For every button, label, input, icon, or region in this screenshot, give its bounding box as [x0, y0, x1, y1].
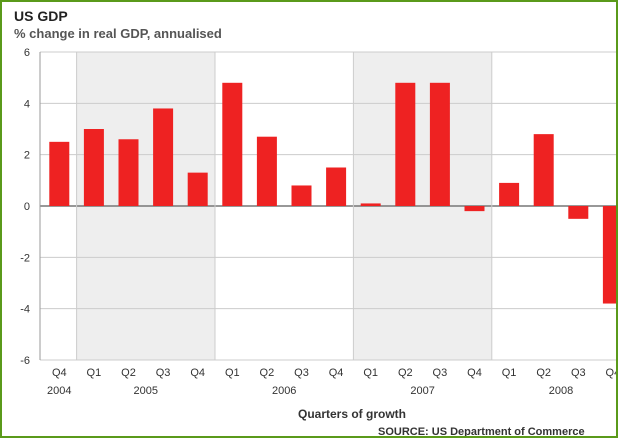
bar-1	[83, 129, 104, 206]
x-tick-label: Q1	[502, 367, 517, 379]
bar-12	[464, 206, 485, 212]
year-label: 2007	[410, 385, 434, 397]
x-tick-label: Q4	[467, 367, 482, 379]
bar-5	[222, 82, 243, 206]
x-tick-label: Q3	[156, 367, 171, 379]
x-tick-label: Q3	[294, 367, 309, 379]
year-label: 2008	[549, 385, 573, 397]
x-tick-label: Q4	[606, 367, 618, 379]
x-tick-label: Q4	[52, 367, 67, 379]
bar-13	[499, 182, 520, 206]
y-tick-label: 2	[24, 150, 30, 162]
x-tick-label: Q2	[121, 367, 136, 379]
chart-subtitle: % change in real GDP, annualised	[14, 26, 222, 41]
year-label: 2005	[134, 385, 158, 397]
bar-7	[291, 185, 312, 206]
y-tick-label: 0	[24, 201, 30, 213]
x-tick-label: Q1	[363, 367, 378, 379]
x-tick-label: Q3	[571, 367, 586, 379]
bar-6	[256, 136, 277, 206]
bar-15	[568, 206, 589, 219]
bar-4	[187, 172, 208, 206]
bar-0	[49, 141, 70, 206]
bar-3	[153, 108, 174, 206]
x-tick-label: Q3	[433, 367, 448, 379]
bar-11	[429, 82, 450, 206]
x-tick-label: Q2	[536, 367, 551, 379]
x-tick-label: Q2	[260, 367, 275, 379]
y-tick-label: -2	[20, 252, 30, 264]
chart-title: US GDP	[14, 8, 68, 24]
bar-16	[602, 206, 616, 304]
y-tick-label: 6	[24, 47, 30, 59]
bar-14	[533, 134, 554, 206]
source-note: SOURCE: US Department of Commerce	[378, 426, 585, 438]
x-tick-label: Q1	[225, 367, 240, 379]
bar-9	[360, 203, 381, 206]
bar-10	[395, 82, 416, 206]
bar-8	[326, 167, 347, 206]
x-axis-title: Quarters of growth	[298, 407, 406, 421]
x-tick-label: Q4	[190, 367, 205, 379]
bar-2	[118, 139, 139, 206]
x-tick-label: Q2	[398, 367, 413, 379]
x-tick-label: Q1	[87, 367, 102, 379]
year-label: 2006	[272, 385, 296, 397]
year-label: 2004	[47, 385, 71, 397]
y-tick-label: 4	[24, 98, 30, 110]
y-tick-label: -6	[20, 355, 30, 367]
y-tick-label: -4	[20, 304, 30, 316]
x-tick-label: Q4	[329, 367, 344, 379]
